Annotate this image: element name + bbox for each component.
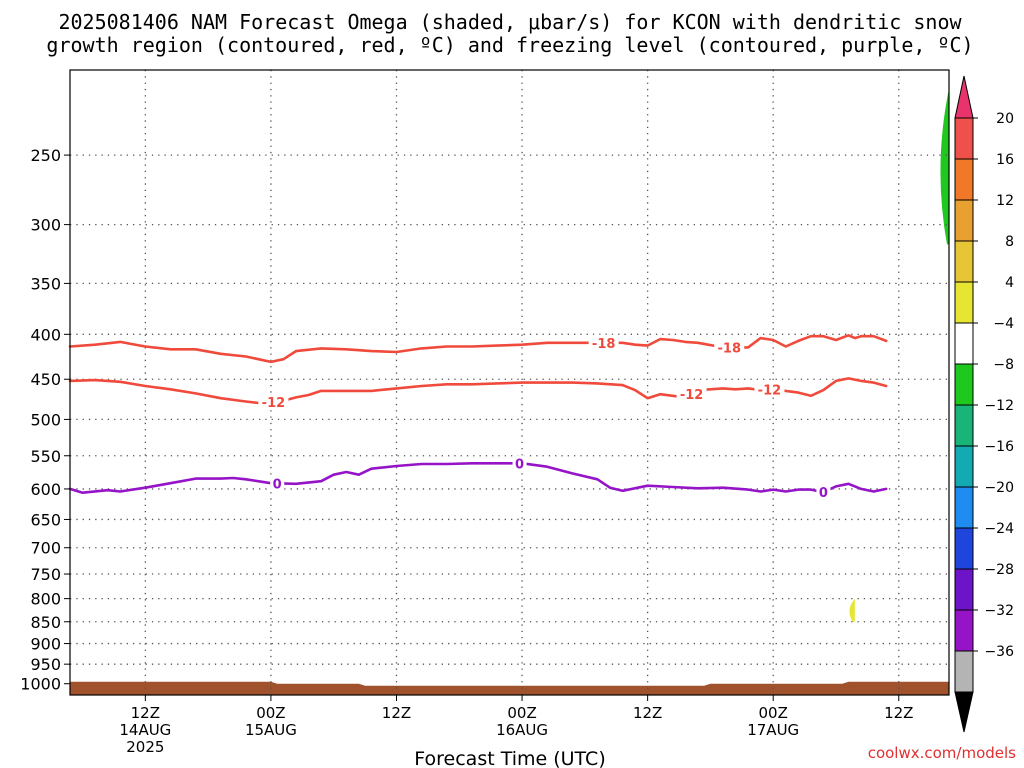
omega-shade-1: [849, 598, 855, 622]
y-tick-label-450: 450: [30, 370, 61, 389]
y-tick-label-800: 800: [30, 590, 61, 609]
y-tick-label-1000: 1000: [20, 675, 61, 694]
contour-label-0-0: -18: [592, 337, 616, 352]
colorbar-box-7: [954, 404, 974, 447]
colorbar-box-13: [954, 650, 974, 693]
x-tick-label-3-2: 16AUG: [496, 721, 548, 739]
x-tick-label-1-2: 15AUG: [245, 721, 297, 739]
omega-shade-0: [940, 88, 949, 245]
colorbar-box-0: [954, 117, 974, 160]
colorbar-label-9: −20: [984, 480, 1014, 496]
contour-label-bg-0-1: [714, 339, 745, 356]
y-tick-label-300: 300: [30, 216, 61, 235]
contour-labels: -18 -18 -12 -12 -12 0 0 0: [258, 334, 831, 501]
y-tick-label-250: 250: [30, 146, 61, 165]
colorbar-label-7: −12: [984, 398, 1014, 414]
colorbar: 20 16 12 8 4 −4 −8 −12 −16 −20 −24 −28 −32 −36: [954, 75, 1014, 733]
contour-label-2-1: 0: [515, 457, 524, 472]
y-axis: 250 300 350 400 450 500 550 600 650 700 750 800 850 9…: [20, 146, 70, 694]
x-axis-title: Forecast Time (UTC): [414, 748, 605, 768]
colorbar-box-4: [954, 281, 974, 324]
colorbar-box-1: [954, 158, 974, 201]
y-tick-label-500: 500: [30, 410, 61, 429]
chart-title-line-2: growth region (contoured, red, ºC) and f…: [46, 33, 973, 57]
colorbar-box-8: [954, 445, 974, 488]
y-tick-label-600: 600: [30, 480, 61, 499]
contour-label-bg-1-2: [754, 381, 785, 398]
colorbar-box-11: [954, 568, 974, 611]
colorbar-label-5: −4: [993, 316, 1014, 332]
x-tick-label-1-1: 00Z: [256, 704, 285, 722]
contour-label-0-1: -18: [718, 341, 742, 356]
colorbar-label-3: 8: [1005, 234, 1014, 250]
credit-text: coolwx.com/models: [868, 744, 1016, 762]
y-tick-label-900: 900: [30, 635, 61, 654]
contour-label-2-2: 0: [819, 486, 828, 501]
contour-label-bg-1-1: [676, 385, 707, 402]
chart-title-line-1: 2025081406 NAM Forecast Omega (shaded, μ…: [58, 10, 962, 34]
plot-frame: [69, 69, 950, 696]
colorbar-label-12: −32: [984, 603, 1014, 619]
x-tick-label-6-1: 12Z: [884, 704, 913, 722]
colorbar-label-11: −28: [984, 562, 1014, 578]
contour-line-2: [68, 462, 888, 494]
x-tick-label-5-1: 00Z: [759, 704, 788, 722]
colorbar-label-0: 20: [996, 111, 1014, 127]
x-tick-label-0-3: 2025: [126, 738, 164, 756]
x-tick-label-0-1: 12Z: [131, 704, 160, 722]
colorbar-label-2: 12: [996, 193, 1014, 209]
contour-label-1-0: -12: [262, 396, 286, 411]
colorbar-bottom-arrow: [954, 691, 974, 733]
contour-label-bg-2-2: [816, 484, 831, 501]
x-tick-label-4-1: 12Z: [633, 704, 662, 722]
colorbar-box-2: [954, 199, 974, 242]
contour-label-1-1: -12: [680, 388, 704, 403]
contour-label-2-0: 0: [273, 477, 282, 492]
contour-line-0: [68, 334, 888, 364]
colorbar-box-12: [954, 609, 974, 652]
contour-label-bg-2-1: [512, 455, 527, 472]
colorbar-label-8: −16: [984, 439, 1014, 455]
colorbar-box-5: [954, 322, 974, 365]
y-tick-label-550: 550: [30, 447, 61, 466]
y-tick-label-650: 650: [30, 510, 61, 529]
colorbar-label-13: −36: [984, 644, 1014, 660]
omega-shading: [849, 88, 949, 622]
y-tick-label-950: 950: [30, 655, 61, 674]
ground-fill: [70, 681, 949, 695]
y-tick-label-400: 400: [30, 325, 61, 344]
contour-label-1-2: -12: [758, 384, 782, 399]
colorbar-top-arrow: [954, 75, 974, 119]
x-tick-label-5-2: 17AUG: [747, 721, 799, 739]
contour-label-bg-2-0: [270, 475, 285, 492]
ground-surface: [70, 681, 949, 695]
contour-label-bg-1-0: [258, 393, 289, 410]
colorbar-box-9: [954, 486, 974, 529]
y-tick-label-350: 350: [30, 274, 61, 293]
colorbar-box-10: [954, 527, 974, 570]
x-tick-label-3-1: 00Z: [507, 704, 536, 722]
x-tick-label-0-2: 14AUG: [119, 721, 171, 739]
contour-lines: [68, 334, 888, 494]
x-tick-label-2-1: 12Z: [382, 704, 411, 722]
colorbar-label-10: −24: [984, 521, 1014, 537]
colorbar-box-3: [954, 240, 974, 283]
colorbar-label-4: 4: [1005, 275, 1014, 291]
contour-label-bg-0-0: [588, 334, 619, 351]
colorbar-label-1: 16: [996, 152, 1014, 168]
y-tick-label-750: 750: [30, 565, 61, 584]
contour-line-1: [68, 377, 888, 405]
y-tick-label-850: 850: [30, 613, 61, 632]
y-tick-label-700: 700: [30, 539, 61, 558]
colorbar-box-6: [954, 363, 974, 406]
colorbar-label-6: −8: [993, 357, 1014, 373]
